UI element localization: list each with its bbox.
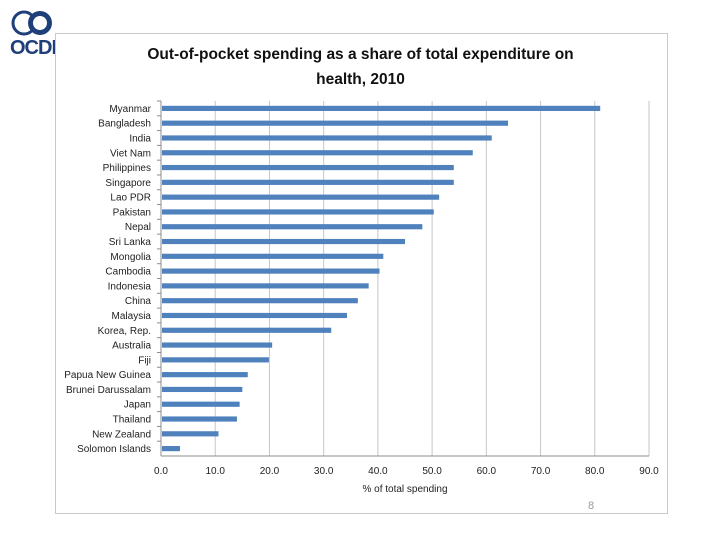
x-tick-label: 50.0 [422,466,442,477]
category-label: Papua New Guinea [64,370,151,381]
category-label: Malaysia [112,311,152,322]
category-label: Bangladesh [98,119,151,130]
bar [162,342,273,348]
oecd-logo-text: OCDE [10,37,65,59]
category-label: Solomon Islands [77,444,151,455]
x-tick-label: 90.0 [639,466,659,477]
x-tick-label: 80.0 [585,466,605,477]
chart-title: Out-of-pocket spending as a share of tot… [55,42,666,92]
category-label: Fiji [138,355,151,366]
bar [162,386,243,393]
category-label: China [125,296,152,307]
category-label: Australia [112,341,151,352]
bar [162,164,454,171]
category-label: Viet Nam [110,148,151,159]
bar [162,401,240,407]
category-label: New Zealand [92,429,151,440]
x-tick-label: 60.0 [477,466,497,477]
x-tick-label: 30.0 [314,466,334,477]
bar [162,268,380,274]
category-label: Pakistan [113,207,151,218]
category-label: Korea, Rep. [98,326,151,337]
category-label: Nepal [125,222,151,233]
bar [162,312,347,319]
bar [162,120,509,126]
x-tick-label: 0.0 [154,466,168,477]
x-tick-label: 20.0 [260,466,280,477]
oecd-logo: OCDE [4,4,65,64]
chart-title-line-1: Out-of-pocket spending as a share of tot… [147,46,574,63]
bar [162,446,180,452]
category-label: Singapore [105,178,151,189]
bar [162,179,454,185]
category-label: Philippines [103,163,151,174]
bar [162,253,384,259]
bar [162,357,269,363]
category-label: Lao PDR [110,193,151,204]
category-label: Cambodia [105,267,151,278]
bar [162,327,332,333]
x-tick-label: 40.0 [368,466,388,477]
bar [162,238,405,245]
bar [162,372,248,378]
bar [162,431,219,437]
category-label: Sri Lanka [109,237,152,248]
chart-title-line-2: health, 2010 [316,71,405,88]
oecd-logo-circles-icon [11,10,52,36]
category-label: Mongolia [110,252,151,263]
category-label: India [129,133,151,144]
bar [162,194,440,200]
bar [162,224,423,230]
x-tick-label: 10.0 [205,466,225,477]
category-label: Japan [124,400,151,411]
bar [162,283,369,289]
category-label: Indonesia [108,281,152,292]
x-axis-label: % of total spending [362,484,447,495]
bar [162,150,473,156]
bar [162,209,434,215]
bar [162,416,237,422]
category-label: Brunei Darussalam [66,385,151,396]
bar [162,298,358,304]
bar [162,135,492,141]
page-number: 8 [588,500,595,512]
category-label: Myanmar [109,104,151,115]
bar [162,105,601,111]
x-tick-label: 70.0 [531,466,551,477]
category-label: Thailand [113,415,151,426]
